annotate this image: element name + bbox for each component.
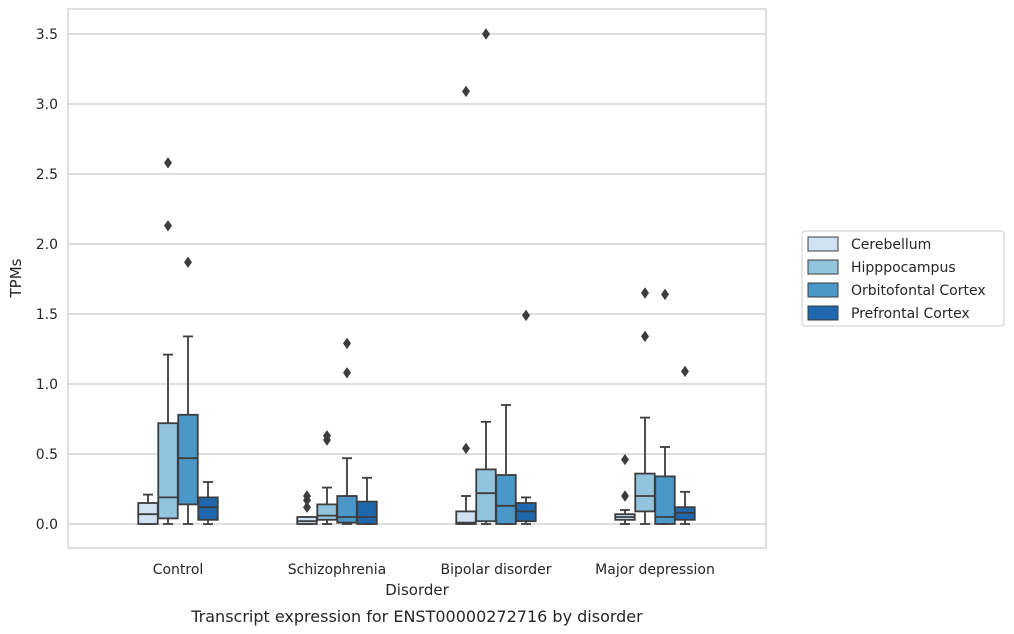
legend-swatch [807, 282, 839, 298]
outlier-point [462, 442, 470, 455]
outlier-point [323, 430, 331, 442]
x-tick-label: Control [153, 562, 204, 578]
legend-swatch [807, 259, 839, 275]
outlier-point [164, 220, 172, 232]
box [336, 495, 358, 524]
box-plot-group [614, 453, 636, 525]
box-plot-group [137, 493, 159, 525]
outlier-point [303, 501, 311, 513]
box [495, 474, 517, 525]
y-tick-label: 1.5 [36, 307, 58, 323]
box [316, 503, 338, 521]
figure-caption: Transcript expression for ENST0000027271… [190, 607, 643, 626]
x-axis-ticks: Control Schizophrenia Bipolar disorder Majo… [153, 562, 715, 578]
legend-label: Orbitofontal Cortex [851, 283, 986, 299]
box-plot-group [654, 288, 676, 525]
outlier-point [184, 256, 192, 268]
legend-label: Prefrontal Cortex [851, 306, 970, 322]
y-tick-label: 0.5 [36, 447, 58, 463]
box-plot-group [495, 404, 517, 525]
box-plot-group [634, 287, 656, 525]
outlier-point [522, 309, 530, 322]
outlier-point [462, 85, 470, 98]
y-tick-label: 3.5 [36, 27, 58, 43]
legend-frame [801, 230, 1005, 327]
box-plot-group [515, 309, 537, 525]
outlier-point [343, 367, 351, 379]
y-tick-label: 1.0 [36, 377, 58, 393]
outlier-point [621, 453, 629, 466]
y-tick-label: 2.0 [36, 237, 58, 253]
y-axis-label: TPMs [7, 258, 25, 298]
x-axis-label: Disorder [385, 581, 449, 599]
box-plot-group [455, 85, 477, 525]
y-axis-ticks: 0.0 0.5 1.0 1.5 2.0 2.5 3.0 3.5 [36, 27, 58, 533]
box-plot-group [177, 256, 199, 525]
legend-label: Hipppocampus [851, 260, 956, 276]
outlier-point [641, 330, 649, 343]
outlier-point [641, 287, 649, 299]
legend: Cerebellum Hipppocampus Orbitofontal Corte… [801, 230, 1005, 327]
box [197, 496, 219, 521]
plot-frame [67, 8, 767, 549]
outlier-point [482, 28, 490, 40]
box [634, 472, 656, 513]
box-plot-group [475, 28, 497, 525]
legend-swatch [807, 305, 839, 321]
box-plot-group [356, 476, 378, 525]
y-tick-label: 3.0 [36, 97, 58, 113]
outlier-point [621, 490, 629, 502]
x-tick-label: Major depression [595, 562, 715, 578]
legend-swatch [807, 236, 839, 252]
outlier-point [164, 157, 172, 169]
legend-items: Cerebellum Hipppocampus Orbitofontal Corte… [807, 236, 986, 322]
box [177, 413, 199, 506]
outlier-point [303, 490, 311, 502]
y-tick-label: 0.0 [36, 517, 58, 533]
x-tick-label: Bipolar disorder [440, 562, 551, 578]
y-tick-label: 2.5 [36, 167, 58, 183]
box [356, 500, 378, 525]
legend-label: Cerebellum [851, 237, 931, 253]
outlier-point [343, 337, 351, 350]
box-plot-group [296, 490, 318, 525]
box-plot-group [197, 481, 219, 525]
outlier-point [681, 365, 689, 378]
box [475, 468, 497, 523]
outlier-point [661, 288, 669, 301]
x-tick-label: Schizophrenia [288, 562, 386, 578]
box-plot-group [674, 365, 696, 525]
box [654, 475, 676, 525]
boxes [137, 28, 696, 525]
box [157, 422, 179, 520]
